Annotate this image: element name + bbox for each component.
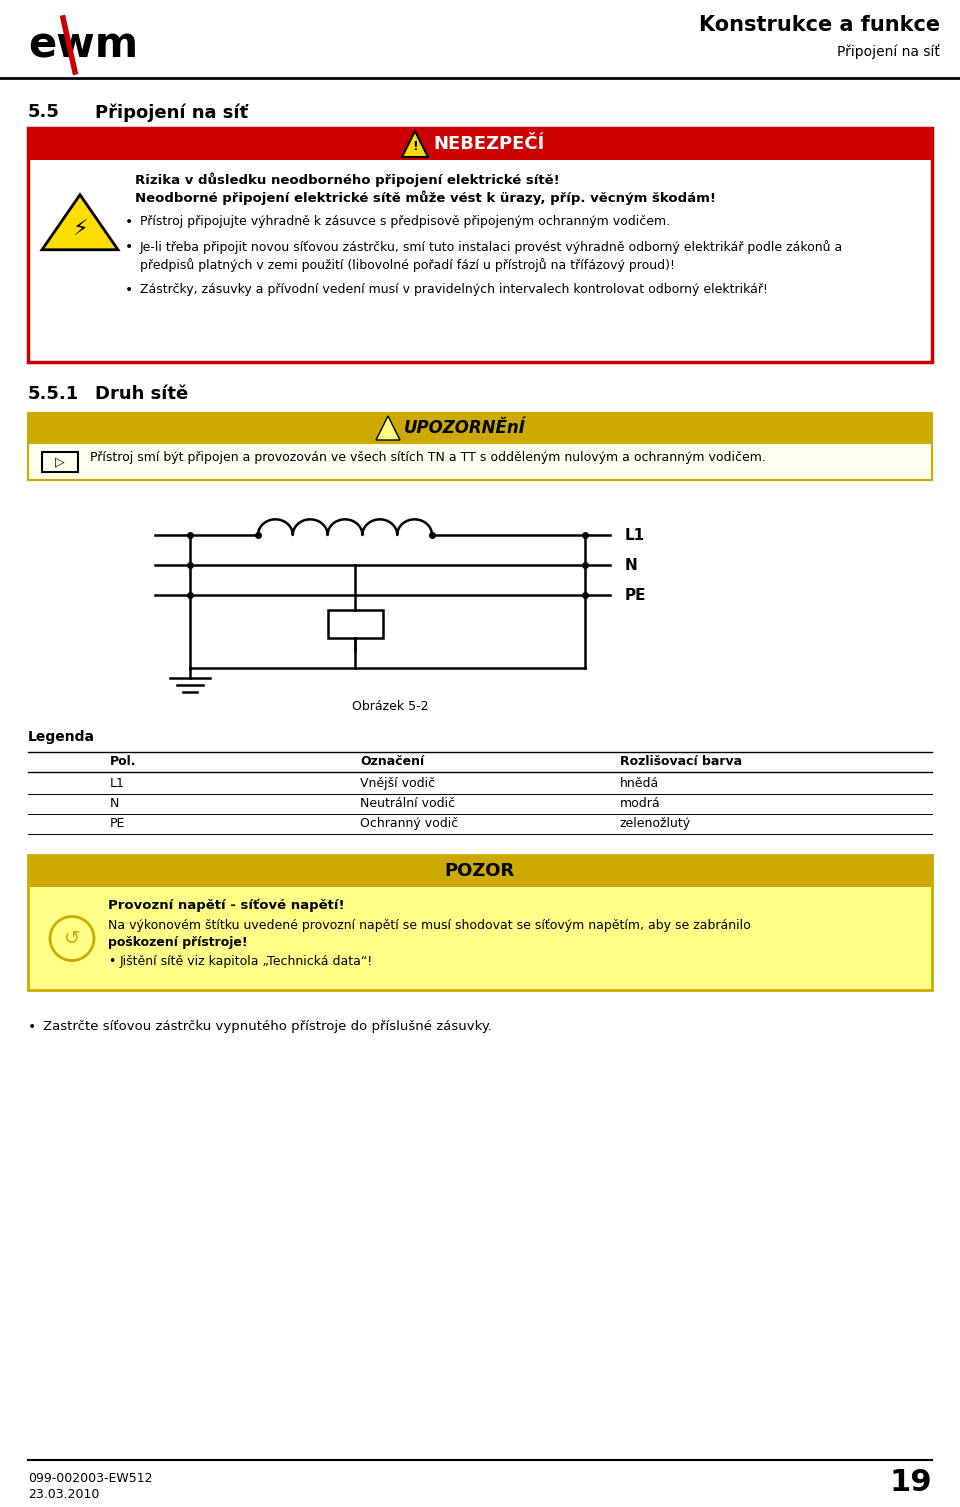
Text: Zastrčte síťovou zástrčku vypnutého přístroje do příslušné zásuvky.: Zastrčte síťovou zástrčku vypnutého přís… [43, 1020, 492, 1034]
Text: Jištění sítě viz kapitola „Technická data“!: Jištění sítě viz kapitola „Technická dat… [120, 955, 373, 967]
Text: ↺: ↺ [63, 928, 81, 948]
Bar [28, 413, 932, 443]
Bar [28, 854, 932, 888]
Text: UPOZORNĚnÍ: UPOZORNĚnÍ [404, 419, 526, 437]
Text: Na výkonovém štítku uvedené provozní napětí se musí shodovat se síťovým napětím,: Na výkonovém štítku uvedené provozní nap… [108, 919, 751, 933]
Bar [28, 854, 932, 990]
Text: 5.5.1: 5.5.1 [28, 384, 80, 402]
Text: hnědá: hnědá [620, 778, 660, 790]
Bar [28, 128, 932, 160]
Polygon shape [376, 416, 400, 440]
Text: 19: 19 [889, 1468, 932, 1496]
Text: zelenožlutý: zelenožlutý [620, 817, 691, 830]
Bar [28, 413, 932, 443]
Text: Ochranný vodič: Ochranný vodič [360, 817, 458, 830]
Text: Připojení na síť: Připojení na síť [95, 102, 248, 122]
Text: Přístroj smí být připojen a provozován ve všech sítích TN a TT s odděleným nulov: Přístroj smí být připojen a provozován v… [90, 451, 766, 464]
Text: Konstrukce a funkce: Konstrukce a funkce [699, 15, 940, 35]
Text: PE: PE [625, 588, 646, 603]
Text: •: • [108, 955, 115, 967]
Text: Legenda: Legenda [28, 729, 95, 744]
Text: Připojení na síť: Připojení na síť [837, 45, 940, 59]
Text: 23.03.2010: 23.03.2010 [28, 1487, 100, 1501]
Text: 099-002003-EW512: 099-002003-EW512 [28, 1472, 153, 1484]
Polygon shape [42, 194, 118, 250]
Text: •: • [125, 216, 133, 229]
Text: Neutrální vodič: Neutrální vodič [360, 797, 455, 809]
Text: Pol.: Pol. [110, 755, 136, 769]
Text: Rozlišovací barva: Rozlišovací barva [620, 755, 742, 769]
Text: Obrázek 5-2: Obrázek 5-2 [351, 699, 428, 713]
Text: Vnější vodič: Vnější vodič [360, 778, 435, 790]
Text: předpisů platných v zemi použití (libovolné pořadí fází u přístrojů na třífázový: předpisů platných v zemi použití (libovo… [140, 258, 675, 271]
Bar [327, 610, 382, 637]
Text: •: • [125, 240, 133, 255]
Text: !: ! [412, 140, 418, 152]
Circle shape [50, 916, 94, 960]
Text: POZOR: POZOR [444, 862, 516, 880]
Text: PE: PE [110, 817, 126, 830]
Text: Přístroj připojujte výhradně k zásuvce s předpisově připojeným ochranným vodičem: Přístroj připojujte výhradně k zásuvce s… [140, 216, 670, 228]
Polygon shape [402, 131, 428, 157]
Text: L1: L1 [110, 778, 125, 790]
Text: Je-li třeba připojit novou síťovou zástrčku, smí tuto instalaci provést výhradně: Je-li třeba připojit novou síťovou zástr… [140, 240, 843, 255]
Text: Označení: Označení [360, 755, 424, 769]
Text: Rizika v důsledku neodborného připojení elektrické sítě!: Rizika v důsledku neodborného připojení … [135, 172, 560, 187]
Bar [42, 452, 78, 472]
Text: N: N [625, 558, 637, 573]
Text: modrá: modrá [620, 797, 660, 809]
Text: ▷: ▷ [55, 455, 65, 469]
Text: Neodborné připojení elektrické sítě může vést k ürazy, příp. věcným škodám!: Neodborné připojení elektrické sítě může… [135, 190, 716, 205]
Text: NEBEZPEČÍ: NEBEZPEČÍ [433, 136, 544, 154]
Text: 5.5: 5.5 [28, 102, 60, 121]
Text: •: • [28, 1020, 36, 1034]
Text: N: N [110, 797, 119, 809]
Text: poškození přístroje!: poškození přístroje! [108, 936, 248, 949]
Text: Zástrčky, zásuvky a přívodní vedení musí v pravidelných intervalech kontrolovat : Zástrčky, zásuvky a přívodní vedení musí… [140, 283, 768, 295]
Text: •: • [125, 283, 133, 297]
Bar [28, 128, 932, 362]
Bar [28, 443, 932, 481]
Text: ⚡: ⚡ [72, 220, 87, 240]
Text: Provozní napětí - síťové napětí!: Provozní napětí - síťové napětí! [108, 900, 345, 912]
Text: ewm: ewm [28, 24, 138, 66]
Text: L1: L1 [625, 527, 645, 543]
Text: Druh sítě: Druh sítě [95, 384, 188, 402]
